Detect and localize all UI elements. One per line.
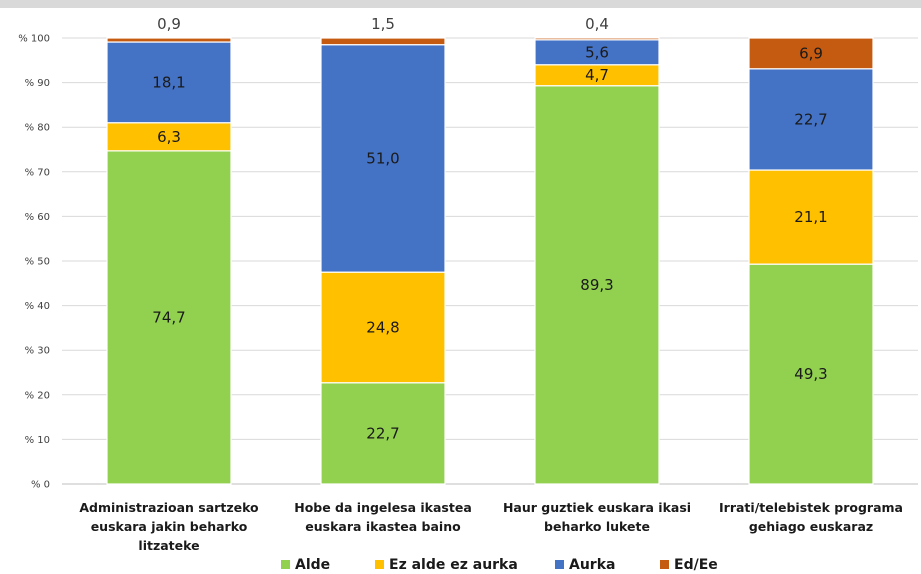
legend-item: Aurka bbox=[555, 557, 615, 573]
y-tick-label: % 90 bbox=[25, 78, 50, 89]
y-tick-label: % 70 bbox=[25, 167, 50, 178]
data-label: 51,0 bbox=[366, 149, 399, 167]
data-label: 5,6 bbox=[585, 43, 609, 61]
bar-segment bbox=[320, 382, 446, 485]
data-label: 0,4 bbox=[585, 15, 609, 33]
data-label: 0,9 bbox=[157, 15, 181, 33]
data-label: 1,5 bbox=[371, 15, 395, 33]
bar-segment bbox=[106, 150, 232, 485]
bar-segment bbox=[748, 263, 874, 485]
bar-segment bbox=[320, 44, 446, 273]
bar-segment bbox=[320, 37, 446, 46]
data-label: 21,1 bbox=[794, 208, 827, 226]
bar-segment bbox=[534, 39, 660, 66]
category-label: Irrati/telebistek programa bbox=[719, 500, 903, 515]
y-tick-label: % 20 bbox=[25, 390, 50, 401]
y-tick-label: % 40 bbox=[25, 301, 50, 312]
category-label: euskara jakin beharko bbox=[91, 519, 248, 534]
legend-label: Aurka bbox=[569, 557, 615, 573]
data-label: 74,7 bbox=[152, 308, 185, 326]
bar-segment bbox=[534, 37, 660, 41]
data-label: 4,7 bbox=[585, 66, 609, 84]
data-label: 22,7 bbox=[794, 110, 827, 128]
data-label: 6,3 bbox=[157, 128, 181, 146]
category-label: litzateke bbox=[138, 538, 199, 553]
bar-segment bbox=[748, 68, 874, 171]
y-tick-label: % 30 bbox=[25, 346, 50, 357]
y-tick-label: % 50 bbox=[25, 257, 50, 268]
y-tick-label: % 10 bbox=[25, 435, 50, 446]
category-label: euskara ikastea baino bbox=[305, 519, 461, 534]
legend-swatch bbox=[555, 560, 564, 569]
data-label: 6,9 bbox=[799, 44, 823, 62]
legend-label: Ez alde ez aurka bbox=[389, 557, 518, 573]
data-label: 89,3 bbox=[580, 276, 613, 294]
category-label: Haur guztiek euskara ikasi bbox=[503, 500, 691, 515]
x-axis-labels: Administrazioan sartzeko euskara jakin be… bbox=[79, 500, 903, 553]
data-label: 22,7 bbox=[366, 424, 399, 442]
data-label: 18,1 bbox=[152, 73, 185, 91]
bar-segment bbox=[320, 271, 446, 384]
category-label: beharko lukete bbox=[544, 519, 650, 534]
bar-segment bbox=[748, 37, 874, 70]
category-label: gehiago euskaraz bbox=[749, 519, 873, 534]
top-band bbox=[0, 0, 921, 8]
legend-item: Ed/Ee bbox=[660, 557, 718, 573]
category-label: Administrazioan sartzeko bbox=[79, 500, 259, 515]
y-axis-ticks: % 0 % 10 % 20 % 30 % 40 % 50 % 60 % 70 % 80 % 90%… bbox=[18, 34, 50, 491]
legend-item: Alde bbox=[281, 557, 330, 573]
legend-swatch bbox=[660, 560, 669, 569]
bar-segment bbox=[534, 85, 660, 485]
legend-swatch bbox=[281, 560, 290, 569]
legend-swatch bbox=[375, 560, 384, 569]
bar-segment bbox=[106, 122, 232, 152]
y-tick-label: % 0 bbox=[31, 480, 50, 491]
y-tick-label: % 60 bbox=[25, 212, 50, 223]
category-label: Hobe da ingelesa ikastea bbox=[294, 500, 472, 515]
legend-item: Ez alde ez aurka bbox=[375, 557, 518, 573]
y-tick-label: % 100 bbox=[18, 34, 50, 45]
legend-label: Ed/Ee bbox=[674, 557, 718, 573]
data-label: 49,3 bbox=[794, 365, 827, 383]
data-labels: 74,7 6,3 18,1 0,9 22,7 24,8 51,0 1,5 89,3 4,7 5,6 0… bbox=[152, 15, 827, 442]
bars bbox=[106, 37, 874, 485]
bar-segment bbox=[748, 169, 874, 265]
bar-segment bbox=[106, 41, 232, 124]
legend: Alde Ez alde ez aurka Aurka Ed/Ee bbox=[281, 557, 718, 573]
y-tick-label: % 80 bbox=[25, 123, 50, 134]
legend-label: Alde bbox=[295, 557, 330, 573]
bar-segment bbox=[106, 37, 232, 43]
data-label: 24,8 bbox=[366, 318, 399, 336]
